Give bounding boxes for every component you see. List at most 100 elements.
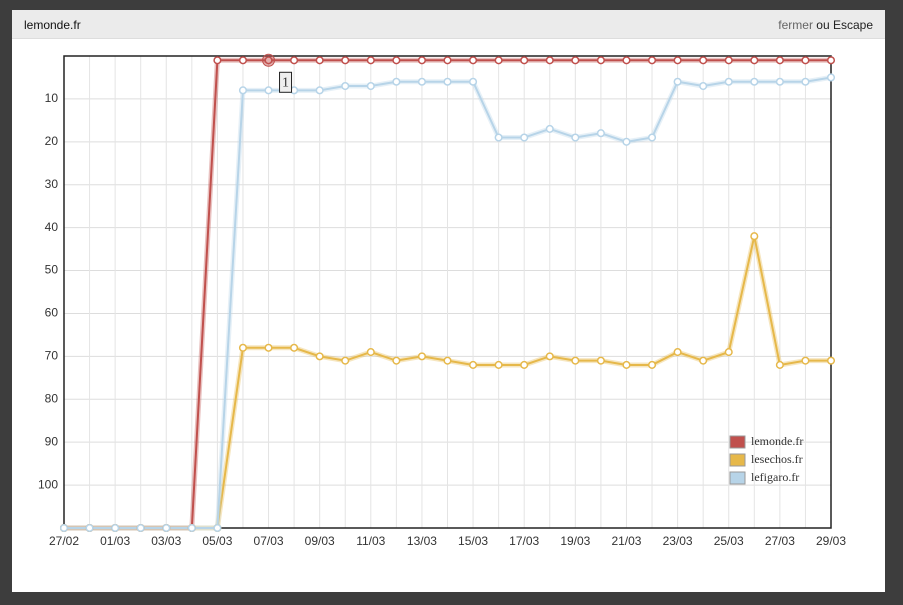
x-tick-label: 07/03 [254, 534, 284, 548]
x-tick-label: 09/03 [305, 534, 335, 548]
point [341, 356, 350, 365]
legend-swatch [729, 453, 746, 467]
y-tick-label: 60 [45, 306, 59, 320]
point [622, 137, 631, 146]
point [366, 56, 375, 65]
point [545, 352, 554, 361]
x-tick-label: 27/02 [49, 534, 79, 548]
point [264, 86, 273, 95]
point [111, 523, 120, 533]
point [520, 360, 529, 369]
point [366, 81, 375, 91]
point [238, 56, 248, 65]
point [366, 348, 375, 357]
x-tick-label: 23/03 [663, 534, 693, 548]
x-tick-label: 21/03 [611, 534, 641, 548]
point [596, 356, 605, 365]
close-link[interactable]: fermer ou Escape [778, 18, 873, 32]
legend-swatch [729, 435, 746, 449]
point [673, 77, 682, 86]
x-tick-label: 03/03 [151, 534, 181, 548]
point [443, 77, 452, 86]
legend-label: lemonde.fr [751, 434, 803, 448]
point [826, 56, 836, 65]
x-tick-label: 15/03 [458, 534, 488, 548]
point [238, 343, 248, 352]
close-hint: ou Escape [816, 18, 873, 32]
x-tick-label: 13/03 [407, 534, 437, 548]
point [494, 133, 503, 142]
point [315, 86, 324, 95]
point [162, 523, 171, 533]
point [417, 77, 426, 86]
point [494, 56, 503, 65]
point [724, 56, 733, 65]
point [801, 356, 810, 365]
point [622, 56, 631, 65]
point [801, 77, 810, 86]
point [699, 56, 708, 65]
point [545, 56, 554, 65]
point [341, 81, 350, 91]
point [59, 523, 69, 533]
point [392, 356, 401, 365]
point [187, 523, 196, 533]
y-tick-label: 30 [45, 177, 59, 191]
y-tick-label: 80 [45, 391, 59, 405]
x-tick-label: 01/03 [100, 534, 130, 548]
point [213, 523, 222, 533]
point [443, 56, 452, 65]
point [264, 56, 273, 65]
point [238, 86, 248, 95]
modal-title: lemonde.fr [24, 18, 81, 32]
point [417, 56, 426, 65]
point [315, 352, 324, 361]
point [264, 343, 273, 352]
point [801, 56, 810, 65]
close-text[interactable]: fermer [778, 18, 813, 32]
point [520, 56, 529, 65]
point [520, 133, 529, 142]
point [417, 352, 426, 361]
point [392, 77, 401, 86]
point [571, 133, 580, 142]
legend-swatch [729, 471, 746, 485]
point [750, 77, 759, 86]
point [673, 348, 682, 357]
plot-frame [63, 55, 832, 529]
tooltip-text: 1 [282, 76, 289, 91]
point [341, 56, 350, 65]
legend-label: lefigaro.fr [751, 470, 799, 484]
y-tick-label: 70 [45, 349, 59, 363]
point [443, 356, 452, 365]
point [750, 232, 759, 241]
point [775, 360, 784, 369]
point [673, 56, 682, 65]
x-tick-label: 11/03 [356, 534, 385, 548]
point [647, 360, 657, 369]
x-tick-label: 19/03 [560, 534, 590, 548]
y-tick-label: 10 [45, 91, 59, 105]
y-tick-label: 40 [45, 220, 59, 234]
point [545, 124, 554, 133]
point [699, 356, 708, 365]
legend-label: lesechos.fr [751, 452, 803, 466]
point [469, 56, 478, 65]
point [469, 77, 478, 86]
point [85, 523, 94, 533]
point [724, 77, 733, 86]
point [290, 343, 299, 352]
x-tick-label: 25/03 [714, 534, 744, 548]
point [750, 56, 759, 65]
y-tick-label: 100 [38, 477, 58, 491]
point [494, 360, 503, 369]
point [724, 348, 733, 357]
legend: lemonde.fr lesechos.fr lefigaro.fr [729, 434, 803, 485]
x-tick-label: 05/03 [202, 534, 232, 548]
point [469, 360, 478, 369]
tooltip-box [279, 71, 293, 93]
point [775, 56, 784, 65]
point [571, 56, 580, 65]
